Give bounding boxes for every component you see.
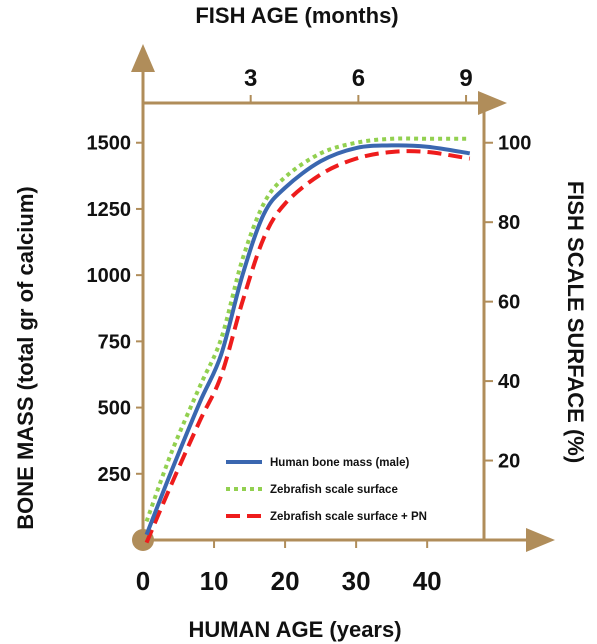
legend-label-1: Zebrafish scale surface (270, 484, 398, 496)
right-tick-label: 40 (498, 371, 520, 393)
legend-label-2: Zebrafish scale surface + PN (270, 511, 427, 523)
left-axis-title: BONE MASS (total gr of calcium) (13, 186, 38, 529)
bottom-tick-label: 40 (413, 566, 442, 596)
legend-label-0: Human bone mass (male) (270, 457, 409, 469)
series-line-1 (144, 136, 470, 523)
top-tick-label: 9 (459, 65, 472, 92)
bottom-tick-label: 0 (136, 566, 150, 596)
top-axis-arrow (478, 91, 507, 115)
left-tick-label: 750 (98, 331, 131, 353)
bottom-tick-label: 30 (342, 566, 371, 596)
left-tick-label: 500 (98, 398, 131, 420)
left-tick-label: 1000 (87, 265, 132, 287)
top-axis-title: FISH AGE (months) (195, 3, 398, 28)
left-tick-label: 250 (98, 464, 131, 486)
right-tick-label: 100 (498, 133, 531, 155)
right-axis-title: FISH SCALE SURFACE (%) (563, 181, 588, 463)
series-line-0 (144, 143, 471, 536)
right-tick-label: 80 (498, 212, 520, 234)
left-tick-label: 1250 (87, 199, 132, 221)
bottom-tick-label: 10 (200, 566, 229, 596)
bottom-axis-title: HUMAN AGE (years) (188, 617, 401, 642)
right-tick-label: 60 (498, 292, 520, 314)
left-tick-label: 1500 (87, 133, 132, 155)
bottom-tick-label: 20 (271, 566, 300, 596)
left-axis-arrow (131, 44, 155, 72)
series-line-2 (144, 149, 471, 544)
top-tick-label: 6 (352, 65, 365, 92)
top-tick-label: 3 (244, 65, 257, 92)
bottom-axis-arrow (526, 528, 555, 552)
right-tick-label: 20 (498, 451, 520, 473)
